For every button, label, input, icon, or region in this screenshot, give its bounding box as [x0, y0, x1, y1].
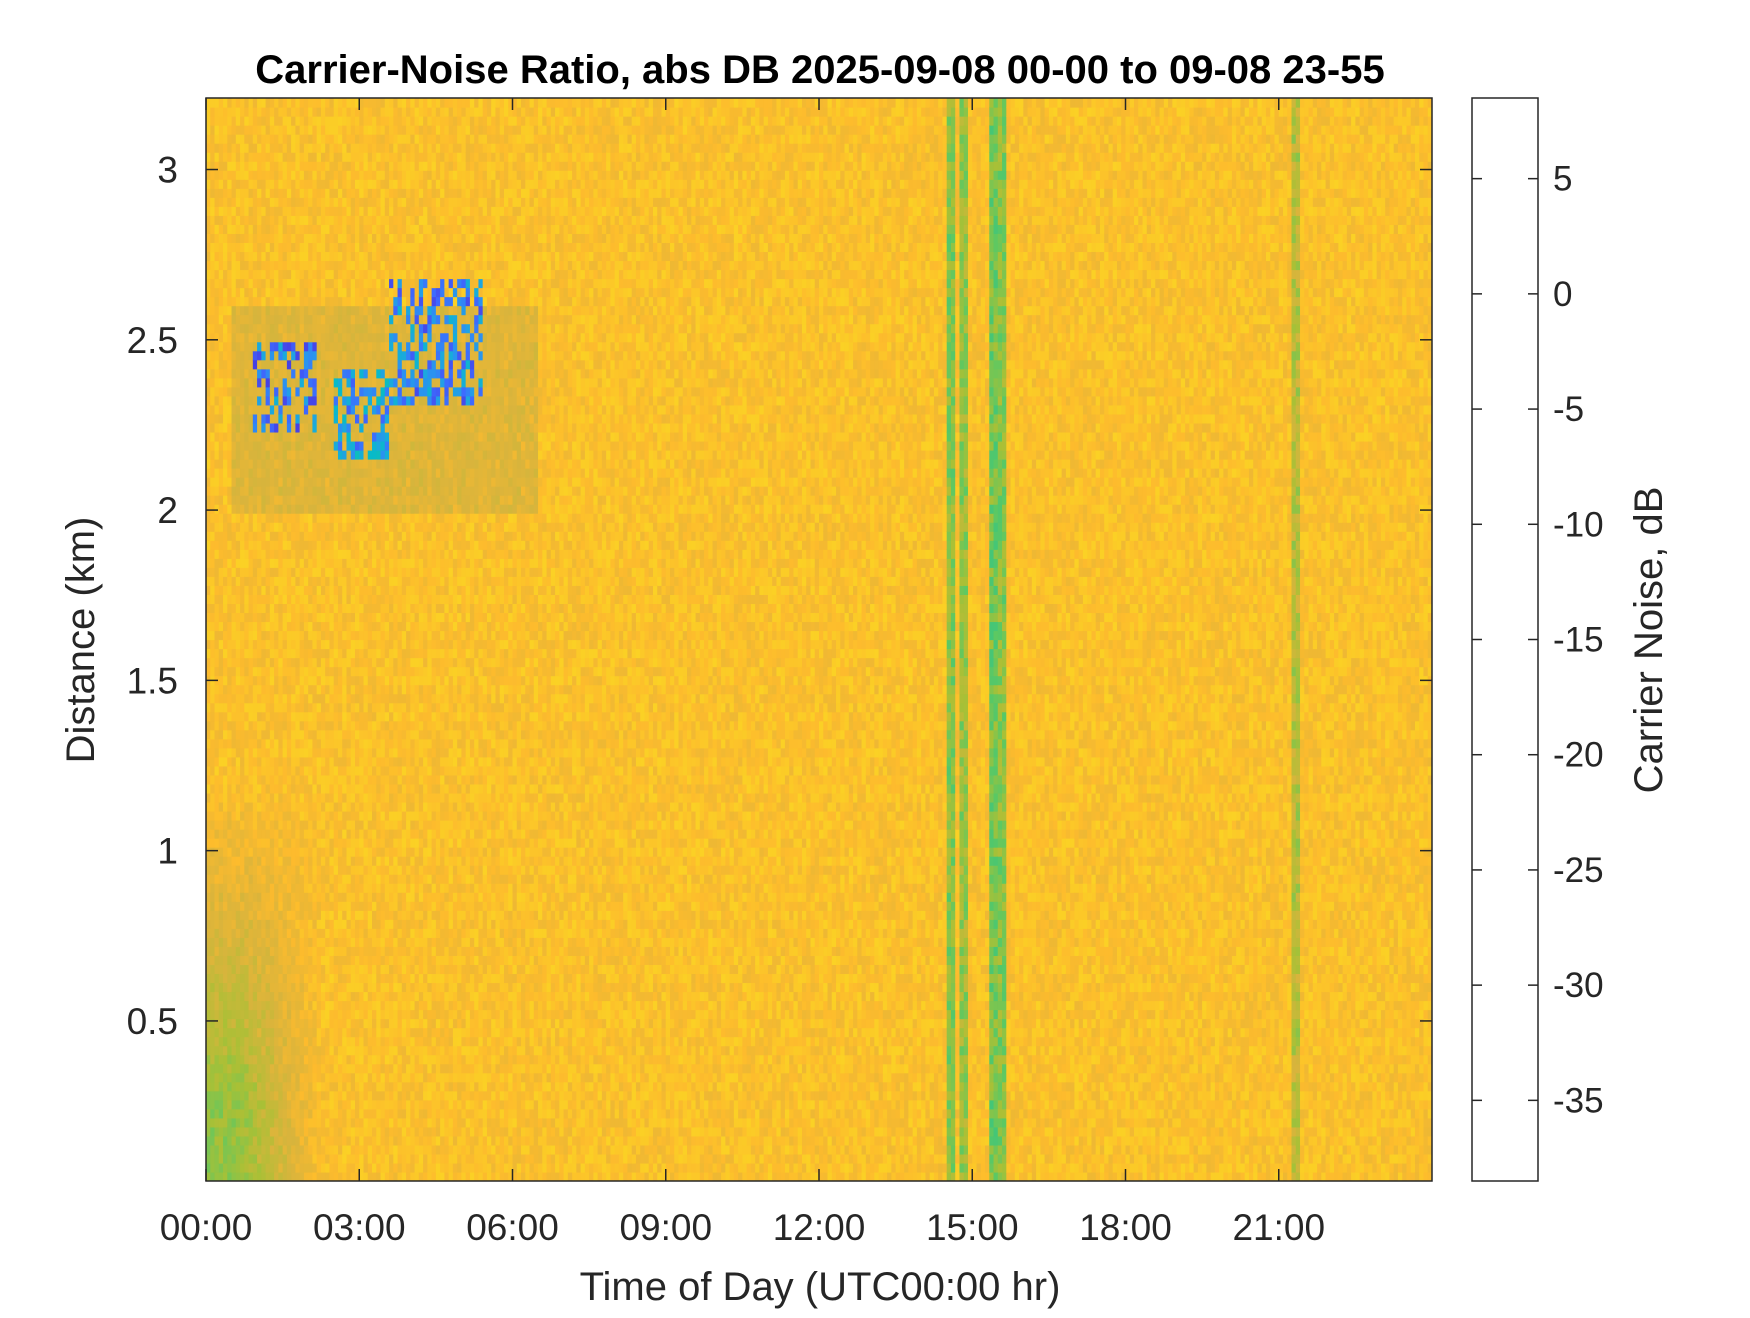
colorbar-tick-label: 0	[1553, 275, 1572, 314]
x-tick-label: 03:00	[313, 1207, 406, 1248]
y-tick-label: 3	[157, 150, 178, 191]
x-tick-label: 00:00	[160, 1207, 253, 1248]
y-tick-label: 1	[157, 831, 178, 872]
colorbar-tick-label: -30	[1553, 966, 1604, 1005]
colorbar-tick-label: -5	[1553, 390, 1584, 429]
y-tick-label: 1.5	[127, 660, 178, 701]
heatmap-image	[206, 98, 1433, 1182]
colorbar-tick-label: -35	[1553, 1081, 1604, 1120]
y-tick-label: 2	[157, 490, 178, 531]
colorbar-tick-label: -20	[1553, 736, 1604, 775]
x-tick-label: 12:00	[773, 1207, 866, 1248]
colorbar-tick-label: -25	[1553, 851, 1604, 890]
x-tick-label: 09:00	[619, 1207, 712, 1248]
y-tick-label: 0.5	[127, 1001, 178, 1042]
x-tick-label: 06:00	[466, 1207, 559, 1248]
x-tick-label: 18:00	[1079, 1207, 1172, 1248]
colorbar-tick-label: -15	[1553, 621, 1604, 660]
colorbar-tick-label: 5	[1553, 160, 1572, 199]
chart-title: Carrier-Noise Ratio, abs DB 2025-09-08 0…	[255, 48, 1384, 92]
x-axis-label: Time of Day (UTC00:00 hr)	[580, 1265, 1061, 1309]
colorbar-label: Carrier Noise, dB	[1627, 487, 1671, 794]
colorbar-tick-label: -10	[1553, 505, 1604, 544]
y-axis-label: Distance (km)	[59, 517, 103, 764]
y-tick-label: 2.5	[127, 320, 178, 361]
x-tick-label: 15:00	[926, 1207, 1019, 1248]
x-tick-label: 21:00	[1232, 1207, 1325, 1248]
